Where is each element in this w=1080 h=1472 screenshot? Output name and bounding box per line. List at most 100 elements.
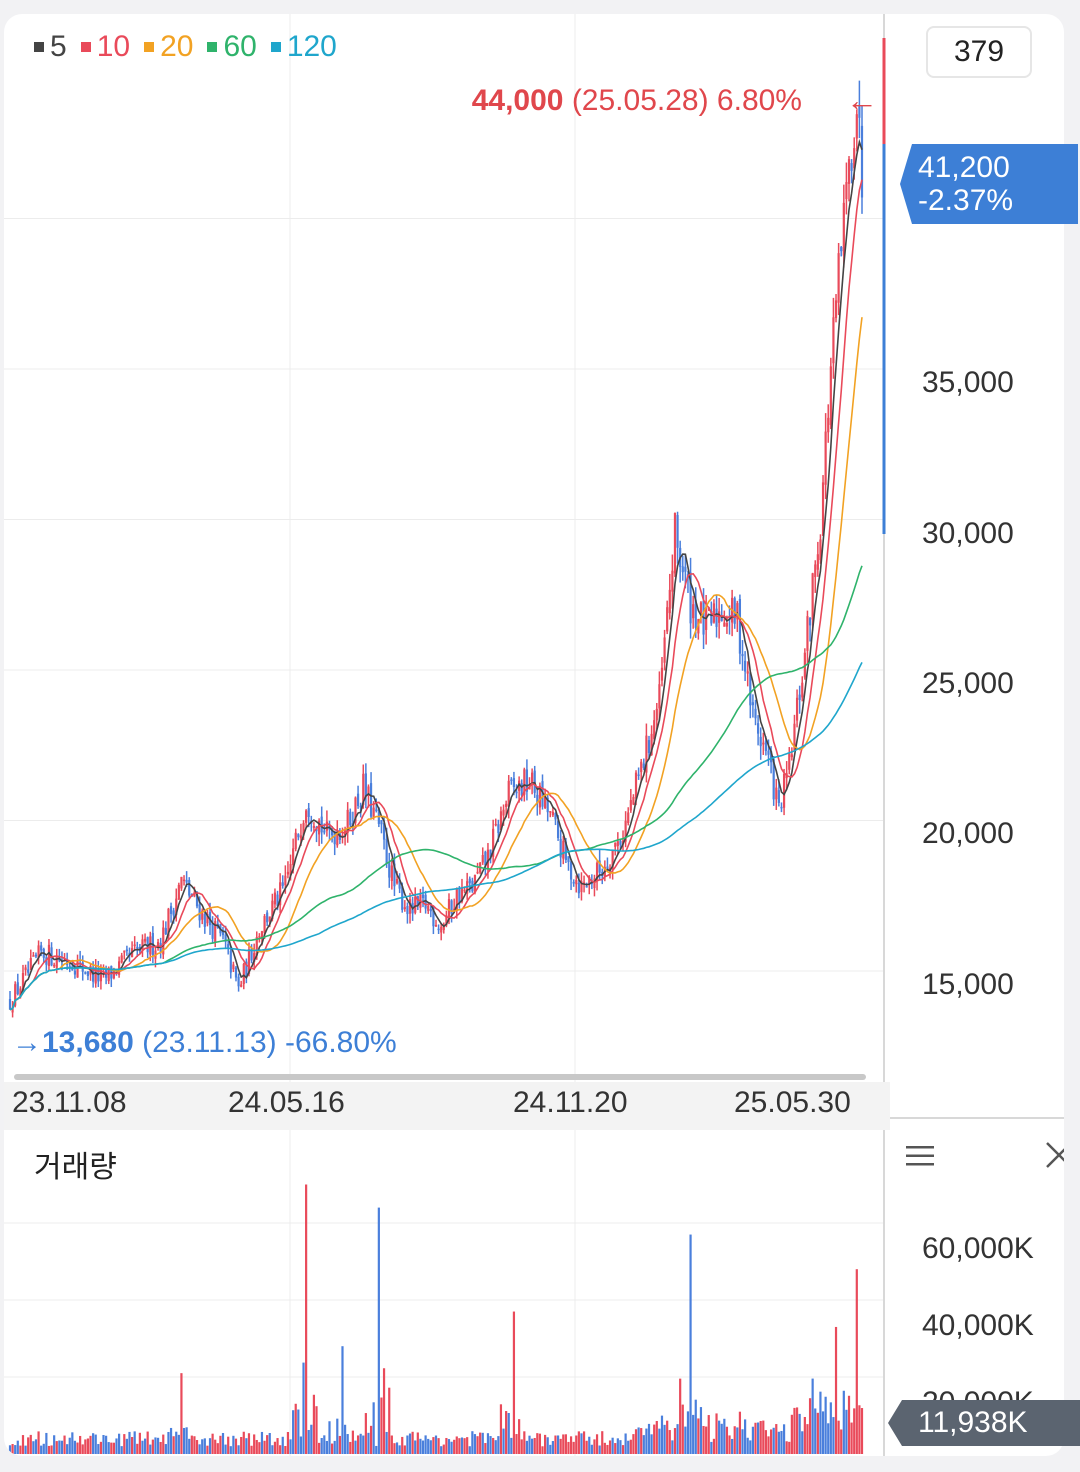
volume-bar — [528, 1435, 531, 1454]
volume-bar — [564, 1434, 567, 1454]
candle — [756, 723, 760, 734]
low-pct: -66.80% — [284, 1026, 397, 1059]
candle — [302, 823, 305, 836]
legend-ma60[interactable]: 60 — [207, 30, 257, 64]
candle — [632, 797, 635, 805]
volume-bar — [341, 1346, 344, 1454]
volume-bar — [749, 1440, 752, 1454]
volume-bar — [437, 1438, 440, 1454]
candle — [434, 924, 438, 927]
candle — [395, 879, 399, 884]
candle — [266, 912, 269, 923]
legend-ma5[interactable]: 5 — [34, 30, 67, 64]
candle — [858, 106, 861, 118]
candle — [834, 300, 838, 319]
candle — [258, 936, 261, 938]
legend-ma120[interactable]: 120 — [270, 30, 337, 64]
volume-bar — [377, 1207, 380, 1454]
volume-bar — [692, 1414, 695, 1454]
chart-canvas[interactable] — [4, 14, 1064, 1456]
volume-bar — [811, 1378, 814, 1454]
close-icon[interactable] — [1044, 1140, 1064, 1170]
volume-bar — [414, 1440, 417, 1454]
candle-count-box[interactable]: 379 — [926, 26, 1032, 78]
candle — [533, 770, 536, 793]
volume-bar — [754, 1422, 757, 1454]
candle — [806, 616, 809, 651]
volume-bar — [686, 1411, 690, 1454]
candle — [847, 159, 851, 184]
candle — [237, 976, 240, 987]
candle — [650, 733, 653, 756]
candle — [447, 899, 451, 919]
volume-bar — [146, 1431, 149, 1454]
volume-bar — [629, 1439, 632, 1454]
moving-average-legend: 5 10 20 60 120 — [34, 30, 337, 64]
candle — [663, 637, 666, 663]
candle — [458, 889, 461, 904]
legend-ma20[interactable]: 20 — [144, 30, 193, 64]
chart-scrollbar[interactable] — [14, 1074, 866, 1080]
volume-bar — [42, 1443, 45, 1454]
current-volume: 11,938K — [918, 1406, 1028, 1439]
volume-bar — [775, 1424, 778, 1454]
volume-bar — [297, 1409, 300, 1454]
volume-bar — [463, 1438, 466, 1454]
volume-bar — [603, 1442, 606, 1454]
volume-bar — [723, 1418, 726, 1454]
volume-bar — [619, 1440, 622, 1454]
volume-bar — [149, 1444, 152, 1454]
volume-bar — [188, 1438, 191, 1454]
volume-bar — [689, 1234, 692, 1454]
candle — [180, 876, 183, 889]
low-price: 13,680 — [42, 1026, 134, 1059]
candle — [507, 780, 510, 807]
volume-bar — [99, 1441, 103, 1454]
candle — [606, 866, 609, 869]
volume-bar — [845, 1409, 848, 1454]
volume-bar — [694, 1399, 697, 1454]
volume-bar — [808, 1398, 812, 1454]
candle — [832, 317, 835, 364]
volume-bar — [827, 1423, 830, 1454]
candle — [741, 653, 744, 657]
candle — [842, 202, 845, 256]
volume-bar — [195, 1440, 199, 1454]
candle — [616, 841, 619, 847]
candle — [614, 842, 617, 847]
candle — [318, 820, 321, 835]
volume-bar — [29, 1434, 32, 1454]
volume-bar — [354, 1440, 357, 1454]
candle — [117, 961, 121, 975]
candle — [658, 684, 661, 709]
low-date: (23.11.13) — [142, 1026, 277, 1059]
volume-bar — [172, 1436, 175, 1454]
candle — [367, 786, 370, 797]
candle — [546, 797, 549, 813]
candle — [336, 831, 339, 846]
volume-bar — [255, 1439, 258, 1454]
volume-bar — [260, 1431, 264, 1454]
candle — [284, 875, 287, 886]
volume-bar — [27, 1437, 30, 1454]
candle — [627, 812, 630, 824]
menu-icon[interactable] — [906, 1144, 934, 1168]
candle — [403, 907, 406, 910]
candle — [580, 881, 583, 893]
volume-bar — [567, 1441, 570, 1454]
candle — [642, 763, 645, 769]
volume-bar — [388, 1387, 391, 1454]
candle — [312, 826, 316, 828]
low-annotation: →13,680 (23.11.13) -66.80% — [12, 1026, 397, 1060]
candle — [538, 785, 542, 808]
candle — [429, 908, 432, 912]
candle — [689, 572, 692, 624]
volume-bar — [299, 1436, 303, 1454]
volume-bar — [512, 1311, 516, 1454]
legend-ma10[interactable]: 10 — [80, 30, 130, 64]
volume-bar — [81, 1444, 84, 1454]
volume-bar — [533, 1437, 536, 1454]
volume-bar — [141, 1440, 144, 1454]
candle — [668, 589, 671, 614]
volume-bar — [393, 1443, 396, 1454]
